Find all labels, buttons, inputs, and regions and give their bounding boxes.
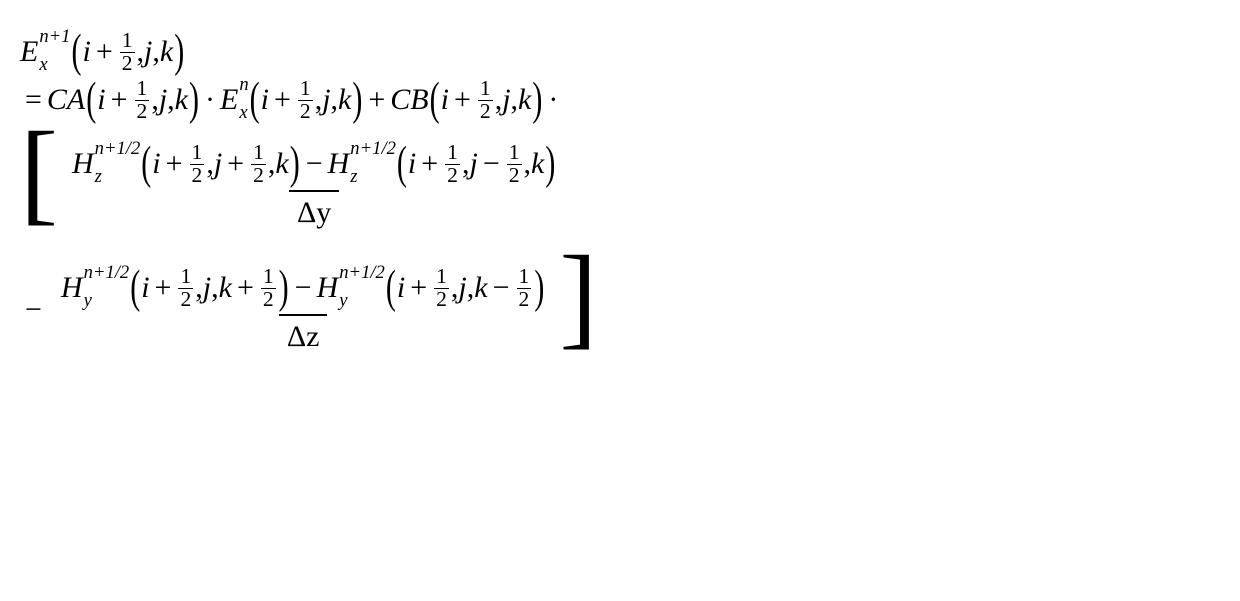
frac-den-dy: Δy xyxy=(289,190,339,234)
frac-num-hz: H n+1/2 z ( i + 12 , j + 12 , k ) − H n+… xyxy=(64,138,564,190)
equation-line-2: = CA ( i + 1 2 , j , k ) · E n x ( i + 1… xyxy=(20,78,1220,122)
leading-minus: − xyxy=(25,293,42,327)
equation-line-1: E n+1 x ( i + 1 2 , j , k ) xyxy=(20,30,1220,74)
cdot: · xyxy=(205,83,215,117)
rparen: ) xyxy=(174,26,184,79)
left-bracket: [ xyxy=(20,126,58,246)
lparen: ( xyxy=(71,26,81,79)
supsub-E-x-n: n x xyxy=(239,83,248,118)
supsub-E-x-n1: n+1 x xyxy=(39,34,70,69)
sym-E: E xyxy=(20,35,38,69)
frac-hz-dy: H n+1/2 z ( i + 12 , j + 12 , k ) − H n+… xyxy=(64,138,564,234)
equation-line-3: [ H n+1/2 z ( i + 12 , j + 12 , k ) − H … xyxy=(20,126,1220,246)
frac-hy-dz: H n+1/2 y ( i + 12 , j , k + 12 ) − H n+… xyxy=(53,262,553,358)
right-bracket: ] xyxy=(559,250,597,370)
half-frac: 1 2 xyxy=(120,30,135,74)
sym-CB: CB xyxy=(390,83,428,117)
frac-den-dz: Δz xyxy=(279,314,328,358)
frac-num-hy: H n+1/2 y ( i + 12 , j , k + 12 ) − H n+… xyxy=(53,262,553,314)
equation-line-4: − H n+1/2 y ( i + 12 , j , k + 12 ) − H … xyxy=(20,250,1220,370)
